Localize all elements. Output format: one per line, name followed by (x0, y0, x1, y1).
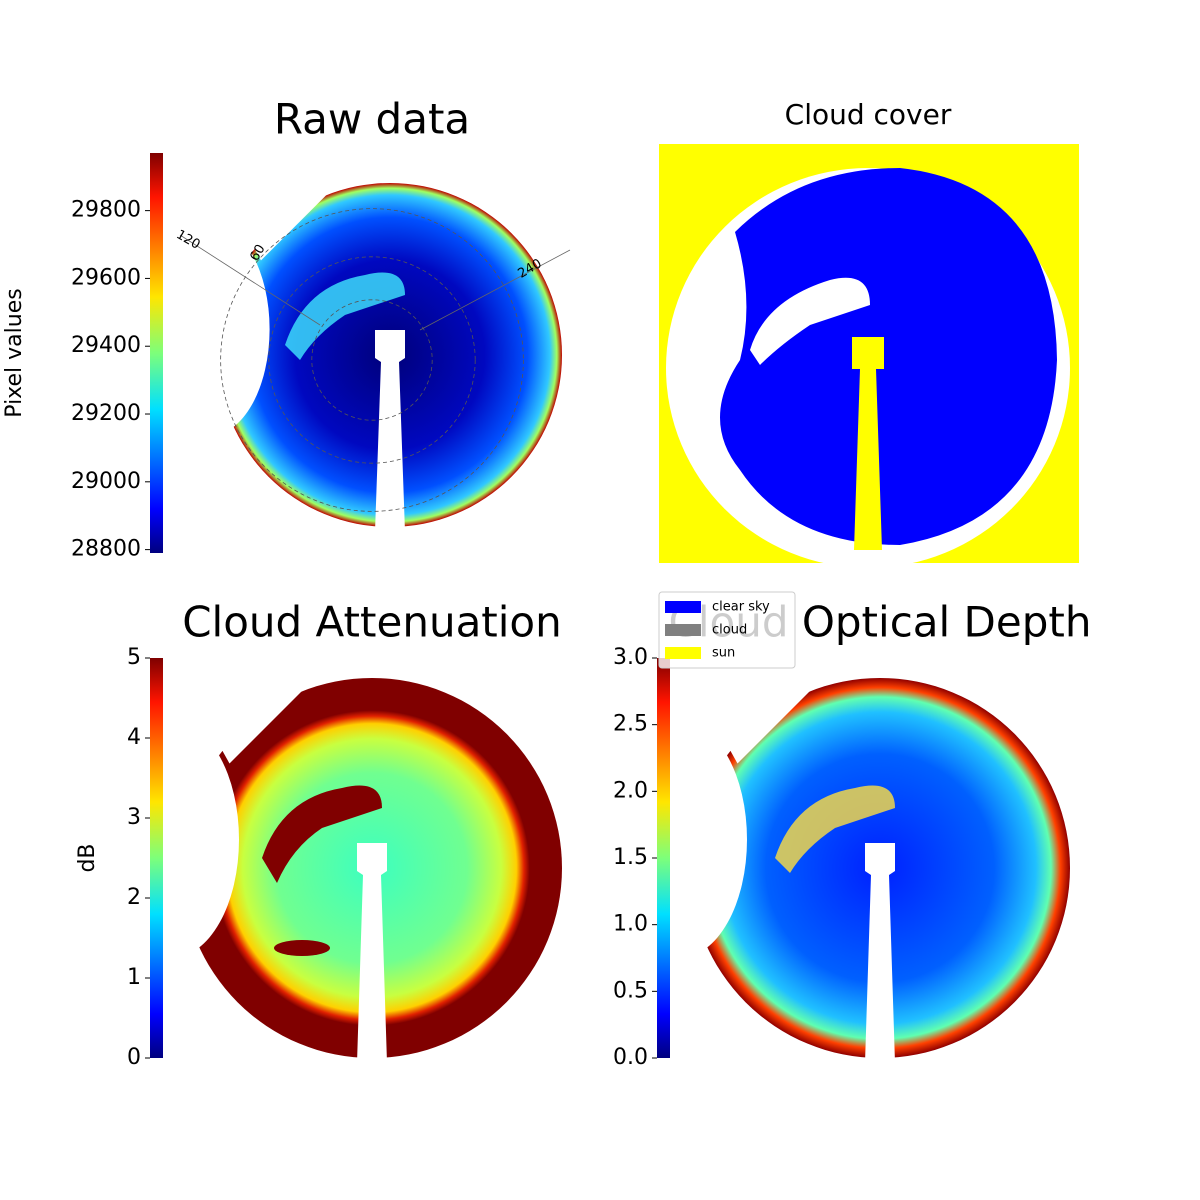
image-cutout (149, 222, 270, 436)
colorbar-tick-label: 29800 (71, 198, 141, 223)
legend-label: sun (712, 646, 735, 661)
legend-label: clear sky (712, 600, 770, 615)
sun-region (852, 337, 884, 550)
colorbar-label: Pixel values (2, 288, 27, 417)
colorbar-tick-label: 5 (127, 645, 141, 670)
panel-title: Raw data (274, 95, 470, 144)
cloud-region (262, 785, 382, 883)
colorbar-tick-label: 29600 (71, 265, 141, 290)
mast (865, 843, 895, 1063)
colorbar-tick-label: 3.0 (613, 645, 648, 670)
cloud-region (775, 785, 895, 873)
image-cutout (614, 721, 747, 958)
image-cutout (690, 678, 823, 764)
colorbar-tick-label: 28800 (71, 537, 141, 562)
polar-spoke (179, 234, 321, 326)
cloud-region (285, 272, 405, 360)
colorbar-tick-label: 0.5 (613, 978, 648, 1003)
colorbar-tick-label: 0.0 (613, 1045, 648, 1070)
mast (375, 330, 405, 532)
legend-swatch (665, 647, 701, 659)
colorbar-tick-label: 1.5 (613, 845, 648, 870)
colorbar-tick-label: 29000 (71, 469, 141, 494)
image-cutout (218, 183, 339, 261)
colorbar (150, 153, 163, 553)
polar-circle (268, 256, 476, 464)
colorbar-tick-label: 1 (127, 965, 141, 990)
polar-spoke (419, 249, 571, 331)
colorbar-tick-label: 29400 (71, 333, 141, 358)
colorbar (657, 658, 670, 1058)
polar-circle (220, 208, 524, 512)
legend-swatch (665, 624, 701, 636)
mast (357, 843, 387, 1063)
colorbar-tick-label: 4 (127, 725, 141, 750)
colorbar-tick-label: 0 (127, 1045, 141, 1070)
polar-label: 60 (247, 242, 268, 264)
colorbar-tick-label: 3 (127, 805, 141, 830)
colorbar-tick-label: 2 (127, 885, 141, 910)
polar-grid (220, 208, 524, 512)
colorbar-label: dB (75, 843, 100, 872)
cloud-region (274, 940, 330, 956)
colorbar-tick-label: 29200 (71, 401, 141, 426)
image-cutout (106, 721, 239, 958)
panel-title: Cloud cover (785, 98, 952, 131)
image-cutout (182, 678, 315, 764)
legend-swatch (665, 601, 701, 613)
colorbar-tick-label: 1.0 (613, 912, 648, 937)
clear-sky-region (720, 168, 1057, 545)
cloud-region (750, 277, 870, 365)
polar-circle (311, 299, 433, 421)
colorbar (150, 658, 163, 1058)
colorbar-tick-label: 2.5 (613, 712, 648, 737)
legend-label: cloud (712, 623, 747, 638)
colorbar-tick-label: 2.0 (613, 778, 648, 803)
panel-title: Cloud Attenuation (182, 598, 562, 647)
